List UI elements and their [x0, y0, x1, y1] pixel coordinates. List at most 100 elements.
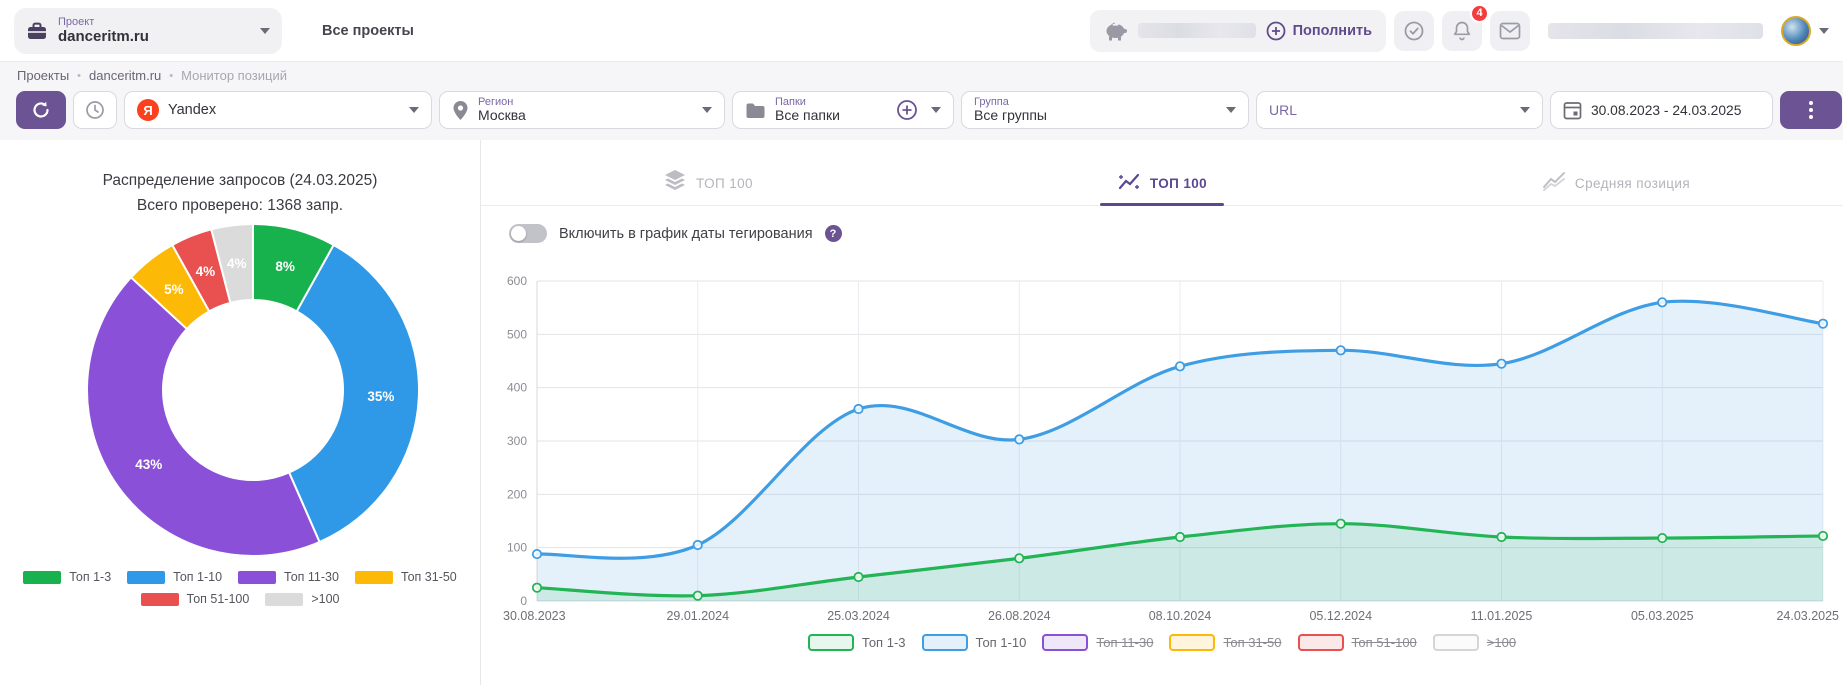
y-tick-label: 100 [507, 541, 527, 555]
breadcrumb-current-page: Монитор позиций [181, 68, 287, 83]
project-label: Проект [58, 16, 149, 29]
y-tick-label: 600 [507, 274, 527, 288]
legend-label: Топ 31-50 [401, 570, 457, 584]
y-tick-label: 0 [520, 594, 527, 608]
project-selector[interactable]: Проект danceritm.ru [14, 8, 282, 54]
more-actions-button[interactable] [1780, 91, 1842, 129]
folders-value: Все папки [775, 108, 840, 124]
url-placeholder: URL [1269, 102, 1297, 118]
tagging-toggle[interactable] [509, 224, 547, 243]
line-chart-legend: Топ 1-3 Топ 1-10 Топ 11-30 Топ 31-50 Топ 51-… [481, 634, 1843, 651]
donut-slice-label: 8% [275, 259, 295, 274]
data-point [1497, 359, 1505, 367]
breadcrumb-separator: • [169, 70, 173, 82]
donut-chart: 8%35%43%5%4%4% [83, 220, 423, 560]
breadcrumb-projects[interactable]: Проекты [17, 68, 69, 83]
legend-swatch [127, 571, 165, 584]
breadcrumb-site[interactable]: danceritm.ru [89, 68, 161, 83]
briefcase-icon [26, 20, 48, 42]
legend-label: Топ 51-100 [1352, 635, 1417, 650]
avatar[interactable] [1781, 16, 1811, 46]
messages-button[interactable] [1490, 11, 1530, 51]
check-circle-icon [1403, 20, 1425, 42]
line-legend-item[interactable]: Топ 1-10 [922, 634, 1027, 651]
donut-slice [87, 277, 320, 556]
x-tick-label: 30.08.2023 [503, 609, 566, 623]
balance-pill: Пополнить [1090, 10, 1386, 52]
tab-top100-chart[interactable]: ТОП 100 [935, 140, 1389, 205]
date-range-value: 30.08.2023 - 24.03.2025 [1591, 103, 1741, 118]
tab-label: ТОП 100 [696, 176, 753, 191]
tasks-button[interactable] [1394, 11, 1434, 51]
legend-swatch [23, 571, 61, 584]
refresh-icon [31, 100, 51, 120]
chevron-down-icon [409, 107, 419, 113]
notifications-button[interactable]: 4 [1442, 11, 1482, 51]
legend-label: >100 [311, 592, 339, 606]
trend-lines-icon [1542, 171, 1566, 191]
x-tick-label: 29.01.2024 [666, 609, 729, 623]
donut-slice-label: 5% [164, 282, 184, 297]
position-monitor-app: Проект danceritm.ru Все проекты [0, 0, 1843, 685]
help-icon[interactable]: ? [825, 225, 842, 242]
filters-toolbar: Я Yandex Регион Москва Папки Все папки [16, 91, 1842, 129]
chevron-down-icon [260, 28, 270, 34]
donut-legend-item: Топ 51-100 [141, 592, 250, 606]
line-legend-item[interactable]: Топ 31-50 [1169, 634, 1281, 651]
donut-title-line1: Распределение запросов (24.03.2025) [0, 168, 480, 193]
chart-section: ТОП 100 ТОП 100 Средняя позиция [481, 140, 1843, 685]
donut-legend-item: Топ 11-30 [238, 570, 339, 584]
topup-button[interactable]: Пополнить [1266, 21, 1372, 41]
legend-swatch [238, 571, 276, 584]
legend-swatch [1169, 634, 1215, 651]
donut-legend-item: Топ 1-10 [127, 570, 222, 584]
legend-swatch [808, 634, 854, 651]
data-point [1497, 533, 1505, 541]
donut-legend: Топ 1-3Топ 1-10Топ 11-30Топ 31-50Топ 51-… [0, 570, 480, 606]
line-legend-item[interactable]: >100 [1433, 634, 1516, 651]
account-menu-chevron-icon[interactable] [1819, 28, 1829, 34]
legend-swatch [1042, 634, 1088, 651]
account-redacted [1548, 23, 1763, 39]
clock-icon [85, 100, 105, 120]
line-chart-icon [1117, 171, 1141, 191]
line-legend-item[interactable]: Топ 1-3 [808, 634, 906, 651]
legend-swatch [1298, 634, 1344, 651]
yandex-icon: Я [137, 99, 159, 121]
all-projects-link[interactable]: Все проекты [322, 23, 414, 39]
tab-label: ТОП 100 [1150, 176, 1207, 191]
search-engine-value: Yandex [168, 102, 216, 118]
data-point [1176, 362, 1184, 370]
x-tick-label: 25.03.2024 [827, 609, 890, 623]
group-select[interactable]: Группа Все группы [961, 91, 1249, 129]
x-tick-label: 26.08.2024 [988, 609, 1051, 623]
tab-average-position[interactable]: Средняя позиция [1389, 140, 1843, 205]
legend-swatch [1433, 634, 1479, 651]
line-legend-item[interactable]: Топ 11-30 [1042, 634, 1153, 651]
legend-swatch [265, 593, 303, 606]
history-button[interactable] [73, 91, 117, 129]
folders-select[interactable]: Папки Все папки [732, 91, 954, 129]
legend-swatch [355, 571, 393, 584]
topbar-right: Пополнить 4 [1090, 10, 1829, 52]
date-range-picker[interactable]: 30.08.2023 - 24.03.2025 [1550, 91, 1773, 129]
data-point [1658, 534, 1666, 542]
refresh-button[interactable] [16, 91, 66, 129]
folder-icon [745, 102, 766, 119]
data-point [1819, 319, 1827, 327]
chevron-down-icon [931, 107, 941, 113]
line-legend-item[interactable]: Топ 51-100 [1298, 634, 1417, 651]
tab-label: Средняя позиция [1575, 176, 1690, 191]
data-point [694, 591, 702, 599]
data-point [1337, 519, 1345, 527]
url-select[interactable]: URL [1256, 91, 1543, 129]
tab-top100-table[interactable]: ТОП 100 [481, 140, 935, 205]
bell-icon [1452, 20, 1472, 42]
donut-title: Распределение запросов (24.03.2025) Всег… [0, 168, 480, 218]
add-folder-button[interactable] [895, 98, 919, 122]
region-select[interactable]: Регион Москва [439, 91, 725, 129]
donut-title-line2: Всего проверено: 1368 запр. [0, 193, 480, 218]
legend-label: Топ 11-30 [284, 570, 339, 584]
search-engine-select[interactable]: Я Yandex [124, 91, 432, 129]
layers-icon [663, 169, 687, 191]
